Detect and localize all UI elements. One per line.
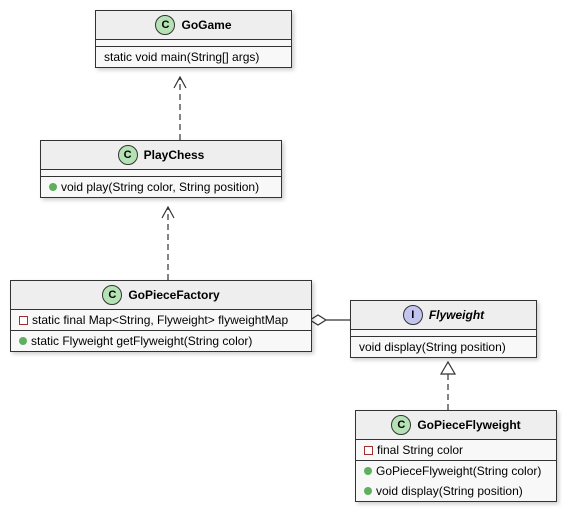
fields-section: static final Map<String, Flyweight> flyw… [11,310,311,331]
field-text: final String color [377,443,463,457]
class-header: C GoGame [96,11,291,40]
class-playchess: C PlayChess void play(String color, Stri… [40,140,282,198]
method: void display(String position) [356,481,556,501]
class-header: C PlayChess [41,141,281,170]
class-gopiecefactory: C GoPieceFactory static final Map<String… [10,280,312,352]
fields-section [41,170,281,177]
class-name: GoGame [181,18,231,32]
field: static final Map<String, Flyweight> flyw… [11,310,311,330]
fields-section [96,40,291,47]
methods-section: static Flyweight getFlyweight(String col… [11,331,311,351]
method: static Flyweight getFlyweight(String col… [11,331,311,351]
method-text: void display(String position) [376,484,523,498]
private-marker-icon [19,316,28,325]
class-name: GoPieceFactory [128,288,219,302]
class-stereotype-icon: C [391,415,411,435]
method: void play(String color, String position) [41,177,281,197]
public-marker-icon [364,487,372,495]
field: final String color [356,440,556,460]
class-name: Flyweight [429,308,484,322]
methods-section: GoPieceFlyweight(String color) void disp… [356,461,556,501]
class-header: I Flyweight [351,301,536,330]
public-marker-icon [49,183,57,191]
method-text: GoPieceFlyweight(String color) [376,464,541,478]
method-text: void play(String color, String position) [61,180,259,194]
field-text: static final Map<String, Flyweight> flyw… [32,313,288,327]
interface-stereotype-icon: I [403,305,423,325]
fields-section: final String color [356,440,556,461]
methods-section: static void main(String[] args) [96,47,291,67]
method-text: static Flyweight getFlyweight(String col… [31,334,252,348]
private-marker-icon [364,446,373,455]
method: GoPieceFlyweight(String color) [356,461,556,481]
method: void display(String position) [351,337,536,357]
class-name: GoPieceFlyweight [417,418,520,432]
fields-section [351,330,536,337]
class-header: C GoPieceFactory [11,281,311,310]
class-stereotype-icon: C [102,285,122,305]
methods-section: void display(String position) [351,337,536,357]
class-stereotype-icon: C [155,15,175,35]
class-gogame: C GoGame static void main(String[] args) [95,10,292,68]
class-gopieceflyweight: C GoPieceFlyweight final String color Go… [355,410,557,502]
method: static void main(String[] args) [96,47,291,67]
method-text: void display(String position) [359,340,506,354]
interface-flyweight: I Flyweight void display(String position… [350,300,537,358]
methods-section: void play(String color, String position) [41,177,281,197]
method-text: static void main(String[] args) [104,50,259,64]
class-header: C GoPieceFlyweight [356,411,556,440]
class-name: PlayChess [144,148,205,162]
public-marker-icon [364,467,372,475]
class-stereotype-icon: C [118,145,138,165]
public-marker-icon [19,337,27,345]
